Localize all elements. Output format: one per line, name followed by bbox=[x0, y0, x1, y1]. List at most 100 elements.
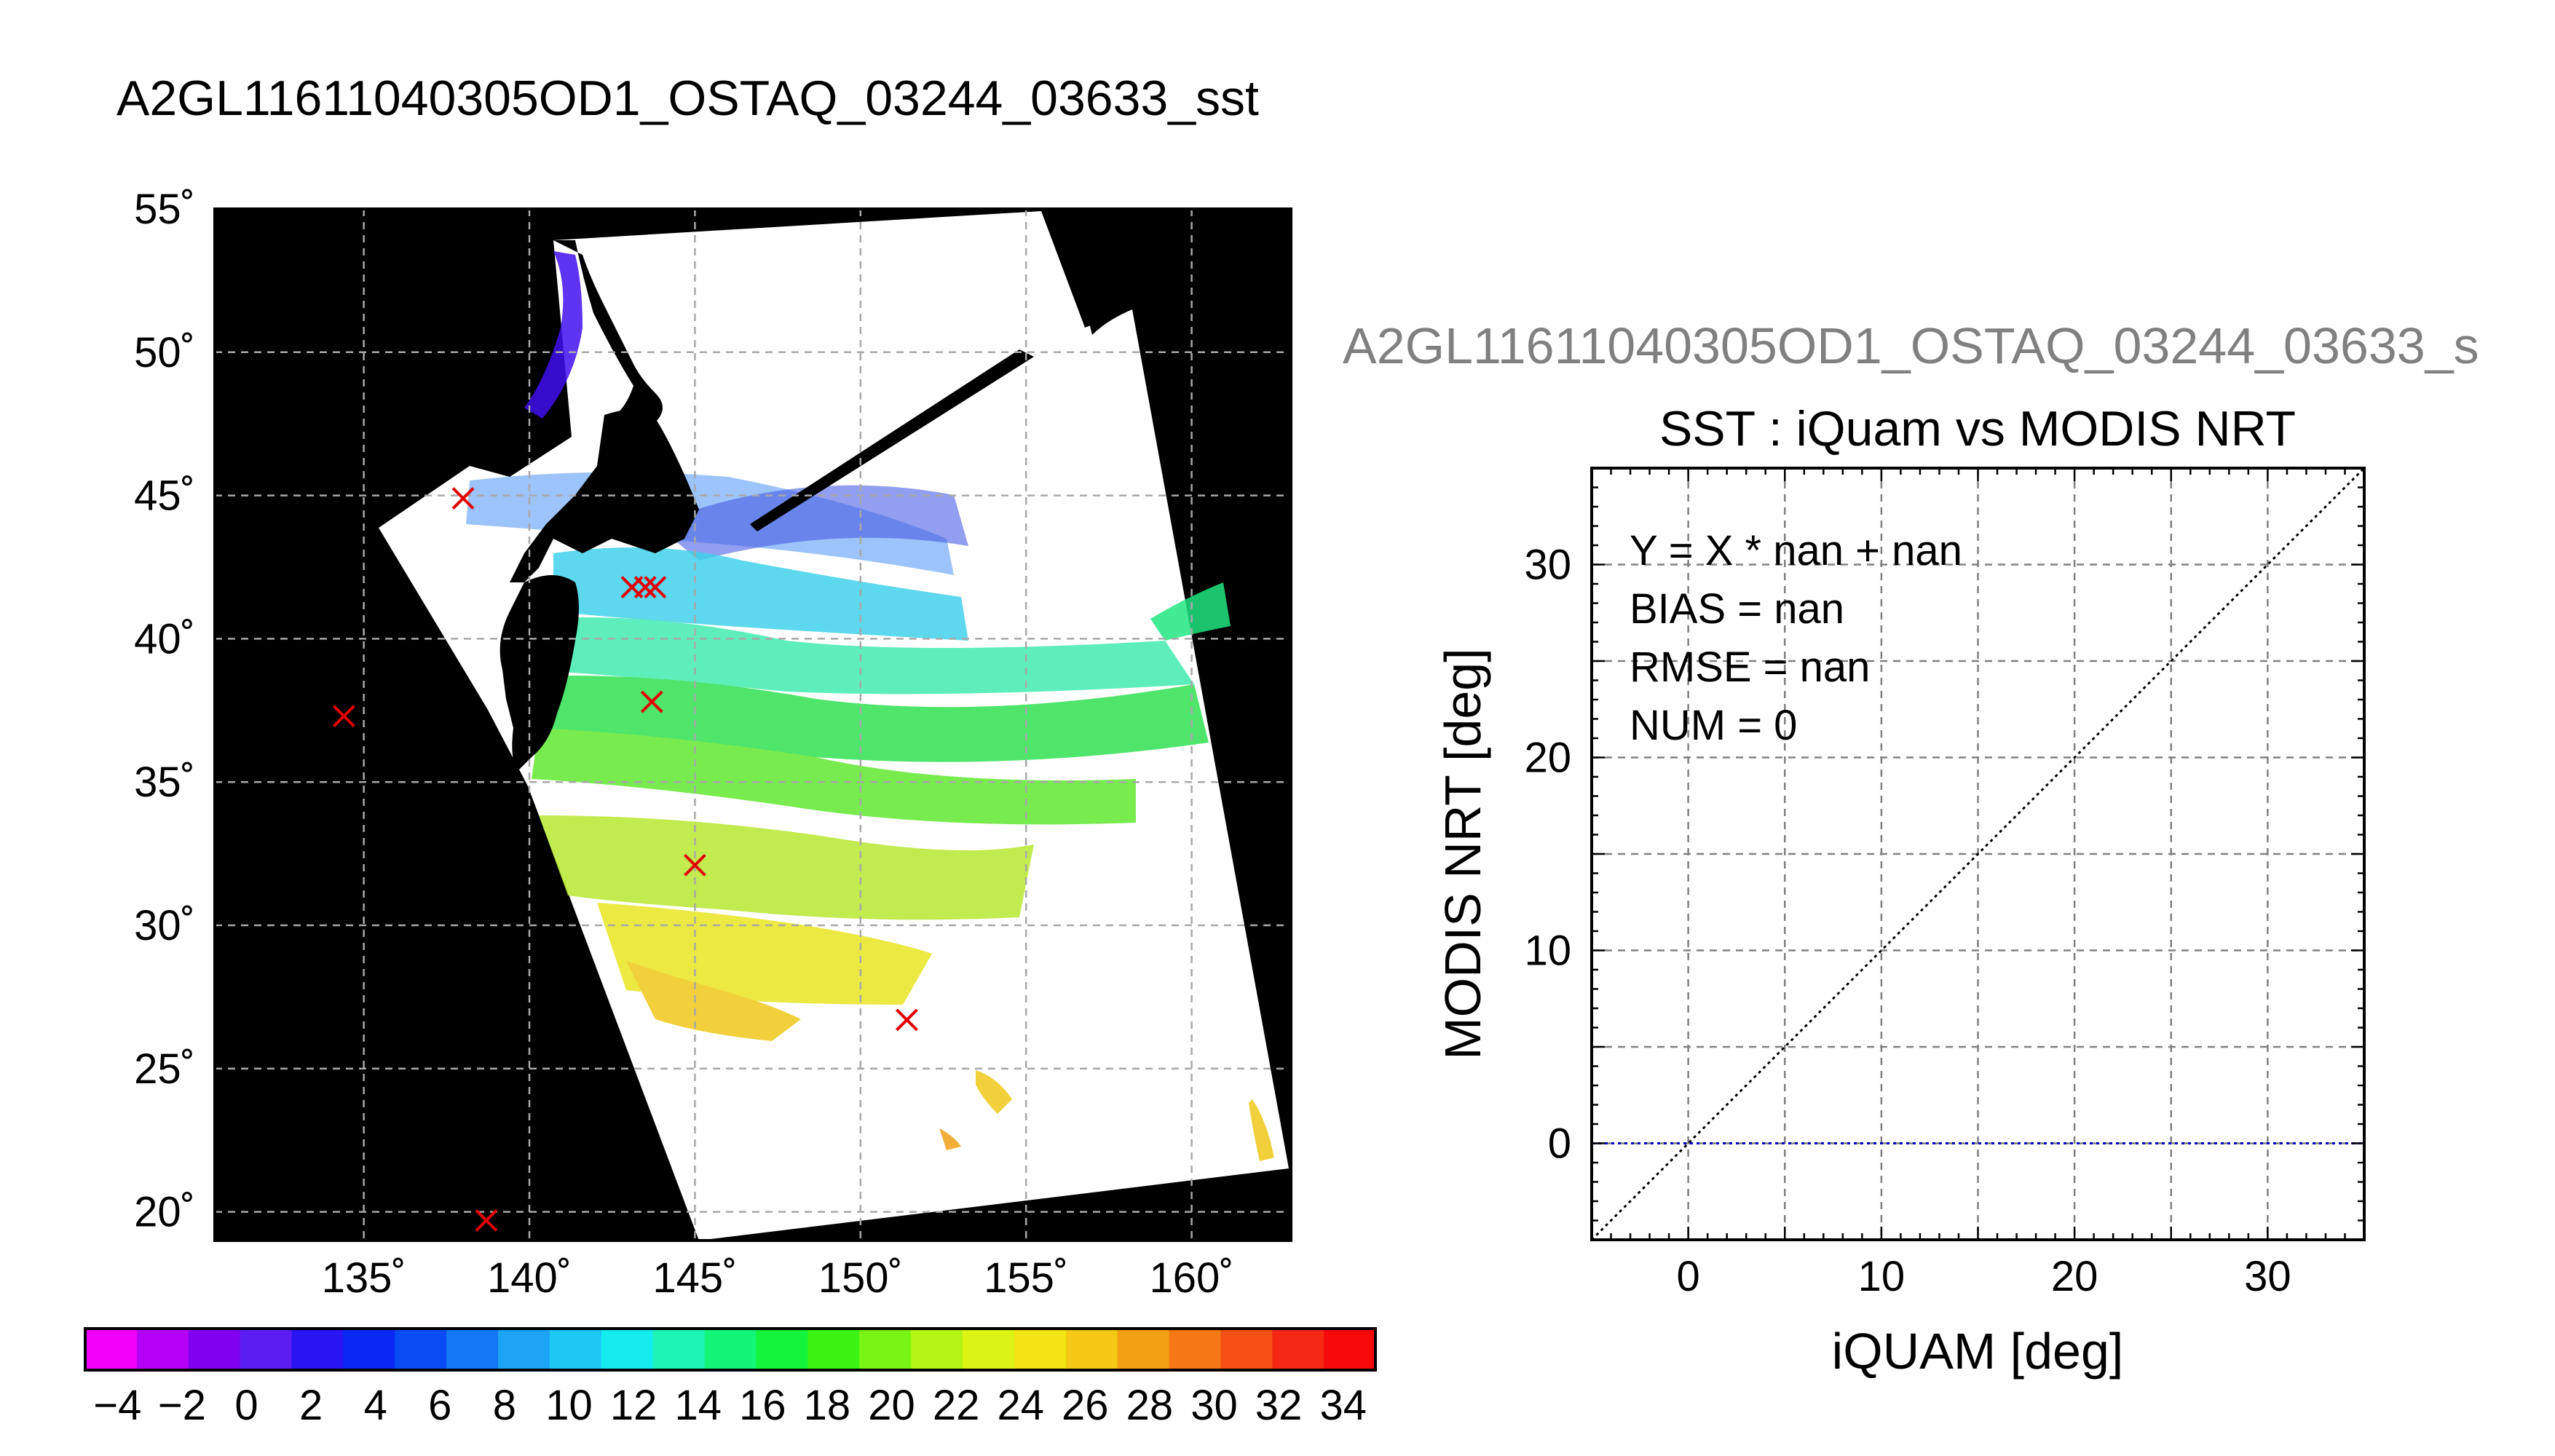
colorbar-tick-label: 12 bbox=[610, 1382, 657, 1429]
colorbar-cell bbox=[1117, 1329, 1170, 1370]
sst-region-yellowgreen bbox=[539, 815, 1034, 920]
sst-region-north bbox=[524, 251, 583, 419]
map-marker-stroke bbox=[332, 705, 355, 728]
sst-patch-2 bbox=[939, 1128, 961, 1150]
map-lon-tick-label: 140˚ bbox=[487, 1254, 572, 1302]
colorbar-tick-label: 4 bbox=[364, 1382, 387, 1429]
scatter-y-tick-label: 0 bbox=[1548, 1120, 1571, 1168]
colorbar-tick-label: 24 bbox=[997, 1382, 1044, 1429]
colorbar: −4 −2 0 2 4 6 8 10 12 14 16 18 20 22 24 26 28 30 32 34 bbox=[84, 1327, 1377, 1429]
colorbar-tick-label: 0 bbox=[234, 1382, 258, 1429]
scatter-x-axis-label: iQUAM [deg] bbox=[1832, 1323, 2124, 1380]
sst-region-cyan bbox=[553, 547, 968, 641]
map-marker-stroke bbox=[644, 576, 667, 598]
scatter-y-axis-label: MODIS NRT [deg] bbox=[1434, 648, 1491, 1059]
scatter-stat-line: NUM = 0 bbox=[1630, 702, 1797, 749]
colorbar-tick-label: 8 bbox=[493, 1382, 516, 1429]
colorbar-cell bbox=[240, 1329, 293, 1370]
map-lon-tick-label: 145˚ bbox=[652, 1254, 737, 1302]
scatter-x-tick-label: 30 bbox=[2244, 1253, 2291, 1300]
colorbar-cell bbox=[136, 1329, 189, 1370]
map-markers bbox=[332, 487, 918, 1232]
colorbar-cell bbox=[549, 1329, 602, 1370]
scatter-stat-line: BIAS = nan bbox=[1630, 585, 1844, 633]
colorbar-tick-label: 6 bbox=[428, 1382, 451, 1429]
colorbar-tick-label: 32 bbox=[1255, 1382, 1303, 1429]
scatter-title: SST : iQuam vs MODIS NRT bbox=[1659, 401, 2296, 456]
map-lat-tick-label: 25˚ bbox=[134, 1045, 195, 1093]
colorbar-tick-label: 2 bbox=[299, 1382, 323, 1429]
map-lon-tick-labels: 135˚ 140˚ 145˚ 150˚ 155˚ 160˚ bbox=[322, 1254, 1234, 1302]
map-lat-tick-label: 40˚ bbox=[134, 615, 195, 662]
colorbar-cells bbox=[85, 1329, 1376, 1370]
map-lon-tick-label: 160˚ bbox=[1150, 1254, 1234, 1302]
map-marker bbox=[896, 1008, 918, 1032]
map-title: A2GL11611040305OD1_OSTAQ_03244_03633_sst bbox=[117, 71, 1259, 126]
colorbar-cell bbox=[911, 1329, 963, 1370]
scatter-x-tick-label: 0 bbox=[1676, 1253, 1699, 1300]
colorbar-cell bbox=[343, 1329, 395, 1370]
sst-patch-1 bbox=[976, 1070, 1012, 1114]
land-honshu-north bbox=[499, 575, 579, 772]
colorbar-cell bbox=[1169, 1329, 1221, 1370]
map-lon-tick-label: 155˚ bbox=[984, 1254, 1068, 1302]
map-marker bbox=[332, 705, 355, 728]
colorbar-tick-label: 30 bbox=[1190, 1382, 1238, 1429]
colorbar-cell bbox=[756, 1329, 808, 1370]
sst-region-cold bbox=[655, 485, 968, 561]
colorbar-cell bbox=[1272, 1329, 1324, 1370]
map-marker-stroke bbox=[451, 487, 475, 510]
map-marker bbox=[633, 576, 657, 598]
sst-region-lightgreen bbox=[532, 728, 1136, 825]
map-lat-tick-label: 55˚ bbox=[134, 186, 195, 233]
colorbar-cell bbox=[601, 1329, 654, 1370]
map-swath bbox=[379, 211, 1289, 1241]
map-marker bbox=[475, 1209, 498, 1232]
land bbox=[499, 211, 1132, 772]
colorbar-cell bbox=[1220, 1329, 1273, 1370]
map-frame bbox=[213, 207, 1292, 1242]
colorbar-cell bbox=[188, 1329, 241, 1370]
map-lat-tick-label: 20˚ bbox=[134, 1189, 195, 1236]
scatter-x-tick-labels: 0 10 20 30 bbox=[1676, 1253, 2291, 1300]
colorbar-tick-label: 10 bbox=[545, 1382, 593, 1429]
map-marker-stroke bbox=[896, 1008, 918, 1032]
map-lat-tick-label: 30˚ bbox=[134, 902, 195, 949]
sst-region-east bbox=[1150, 582, 1231, 641]
map-marker bbox=[644, 576, 667, 598]
scatter-series bbox=[1592, 468, 2364, 1240]
colorbar-tick-label: −2 bbox=[158, 1382, 206, 1429]
land-sakhalin bbox=[553, 240, 663, 425]
scatter-grid bbox=[1592, 468, 2364, 1240]
land-hokkaido bbox=[510, 408, 699, 582]
colorbar-cell bbox=[446, 1329, 499, 1370]
colorbar-tick-labels: −4 −2 0 2 4 6 8 10 12 14 16 18 20 22 24 26 28 30 32 34 bbox=[93, 1382, 1367, 1429]
scatter-x-tick-label: 20 bbox=[2051, 1253, 2098, 1300]
colorbar-tick-label: 18 bbox=[804, 1382, 851, 1429]
colorbar-tick-label: 22 bbox=[933, 1382, 980, 1429]
scatter-y-tick-labels: 0 10 20 30 bbox=[1524, 542, 1571, 1168]
map-lat-tick-label: 45˚ bbox=[134, 472, 195, 520]
map-marker-stroke bbox=[640, 690, 663, 713]
scatter-x-tick-label: 10 bbox=[1858, 1253, 1906, 1300]
scatter-y-tick-label: 20 bbox=[1524, 735, 1571, 782]
colorbar-frame bbox=[84, 1327, 1377, 1372]
colorbar-cell bbox=[652, 1329, 706, 1370]
colorbar-cell bbox=[1324, 1329, 1376, 1370]
colorbar-cell bbox=[85, 1329, 138, 1370]
map-lon-tick-label: 135˚ bbox=[322, 1254, 406, 1302]
colorbar-cell bbox=[859, 1329, 912, 1370]
colorbar-tick-label: 26 bbox=[1062, 1382, 1109, 1429]
colorbar-tick-label: −4 bbox=[93, 1382, 141, 1429]
scatter-stat-line: RMSE = nan bbox=[1630, 644, 1870, 691]
land-kamchatka bbox=[1041, 211, 1132, 335]
scatter-suptitle: A2GL11611040305OD1_OSTAQ_03244_03633_s bbox=[1343, 317, 2479, 374]
sst-map: 135˚ 140˚ 145˚ 150˚ 155˚ 160˚ 20˚ 25˚ 30˚ 35˚ 40˚… bbox=[134, 186, 1292, 1302]
colorbar-cell bbox=[498, 1329, 550, 1370]
map-marker bbox=[684, 853, 706, 877]
colorbar-tick-label: 14 bbox=[674, 1382, 722, 1429]
sst-patch-3 bbox=[1249, 1099, 1274, 1161]
map-marker-stroke bbox=[684, 853, 706, 877]
colorbar-cell bbox=[395, 1329, 447, 1370]
